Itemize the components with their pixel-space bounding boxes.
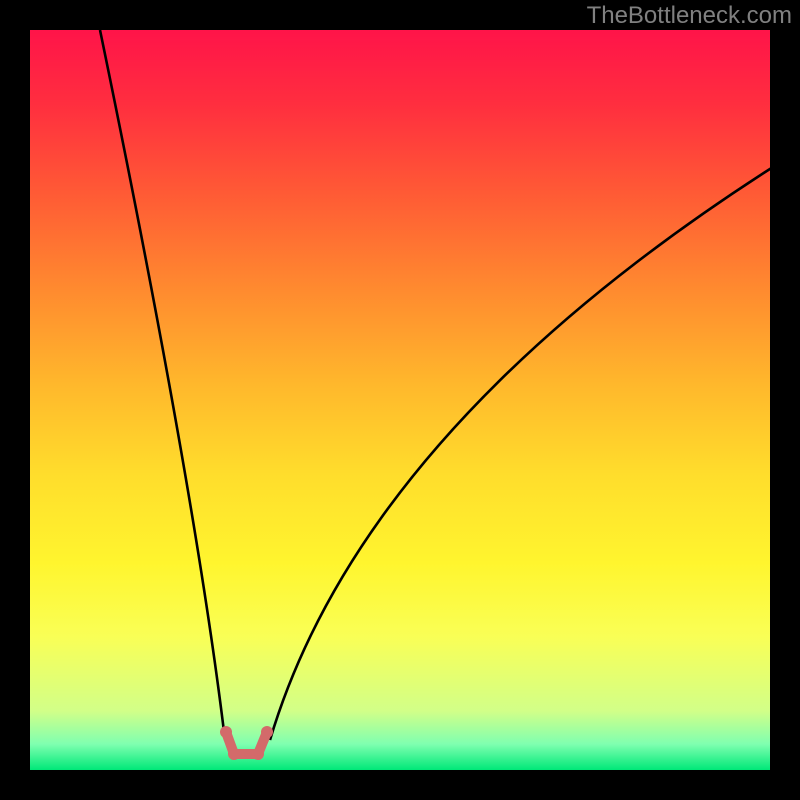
marker-dot [228,748,240,760]
marker-dot [252,748,264,760]
gradient-background [30,30,770,770]
marker-dot [261,726,273,738]
watermark-text: TheBottleneck.com [585,0,800,32]
chart-frame: TheBottleneck.com [0,0,800,800]
chart-svg [30,30,770,770]
marker-dot [220,726,232,738]
plot-area [30,30,770,770]
